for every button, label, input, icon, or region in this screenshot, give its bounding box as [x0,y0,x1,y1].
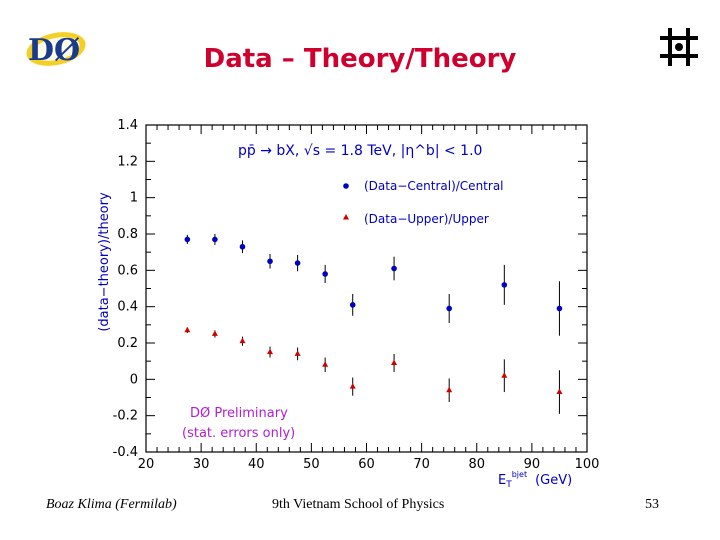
chart: -0.4 -0.2 0 0.2 0.4 0.6 0.8 1 1.2 1.4 20 30 40 50 60 7… [97,118,600,490]
data-point-upper [184,326,191,333]
legend-marker-central [343,183,349,189]
data-point-central [446,305,452,312]
data-point-central [184,236,191,243]
slide-title: Data – Theory/Theory [203,44,517,74]
x-axis-label-sub: T [505,480,512,490]
legend-label-upper: (Data−Upper)/Upper [364,212,489,226]
d0-logo-text: DØ [28,33,80,68]
d0-logo: DØ [26,32,86,68]
y-tick-label: -0.2 [113,409,138,424]
plot-frame [145,124,588,453]
data-point-upper [501,372,508,378]
y-tick-label: 0.2 [117,336,138,351]
x-axis-label-sup: bjet [512,470,527,479]
x-ticks: 20 30 40 50 60 70 80 90 100 [138,125,600,472]
y-tick-label: -0.4 [113,445,138,460]
data-point-upper [322,361,329,367]
y-tick-label: 0.8 [117,227,138,242]
data-point-central [501,282,508,288]
data-point-upper [391,359,398,365]
x-tick-label: 30 [193,457,210,472]
data-point-central [556,305,563,312]
x-tick-label: 50 [303,457,320,472]
x-tick-label: 90 [524,457,541,472]
data-point-upper [349,383,356,389]
data-point-central [322,271,328,277]
data-point-upper [556,388,563,395]
x-tick-label: 60 [358,457,375,472]
data-point-central [294,260,301,266]
data-point-upper [294,350,301,356]
data-point-upper [446,386,453,393]
y-tick-label: 1 [130,191,138,206]
y-tick-label: 0.6 [117,263,138,278]
data-point-upper [267,348,274,355]
preliminary-note: (stat. errors only) [182,426,295,441]
fermilab-logo [660,28,698,66]
series [184,234,563,414]
x-tick-label: 20 [138,457,155,472]
y-tick-label: 1.2 [117,154,138,169]
x-tick-label: 100 [575,457,600,472]
x-axis-label: ETbjet (GeV) [498,470,572,490]
y-tick-label: 0 [130,372,138,387]
y-ticks: -0.4 -0.2 0 0.2 0.4 0.6 0.8 1 1.2 1.4 [113,118,587,460]
page-number: 53 [645,497,659,512]
data-point-central [349,302,356,308]
data-point-upper [211,330,218,336]
process-annotation: pp̄ → bX, √s = 1.8 TeV, |η^b| < 1.0 [238,143,482,159]
data-point-central [267,258,273,265]
footer-author: Boaz Klima (Fermilab) [46,497,177,512]
y-tick-label: 0.4 [117,300,138,315]
x-axis-label-main: E [498,473,506,488]
data-point-central [212,236,218,243]
legend-label-central: (Data−Central)/Central [364,179,504,193]
legend-marker-upper [343,214,349,220]
footer-event: 9th Vietnam School of Physics [272,497,445,512]
data-point-central [391,265,397,272]
x-tick-label: 70 [413,457,430,472]
x-axis-label-unit: (GeV) [535,473,572,488]
legend: (Data−Central)/Central (Data−Upper)/Uppe… [343,179,504,226]
plot-frame-group [145,124,588,453]
x-tick-label: 80 [468,457,485,472]
data-point-central [239,243,246,250]
y-axis-label: (data−theory)/theory [97,192,112,332]
y-tick-label: 1.4 [117,118,138,133]
data-point-upper [239,337,246,344]
preliminary-label: DØ Preliminary [190,406,288,421]
x-tick-label: 40 [248,457,265,472]
